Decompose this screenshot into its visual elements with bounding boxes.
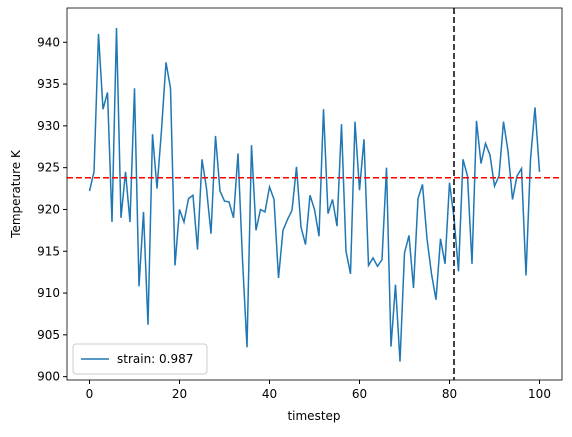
x-tick-label: 40 bbox=[262, 387, 277, 401]
data-line bbox=[88, 28, 541, 362]
y-tick-label: 930 bbox=[37, 119, 60, 133]
x-tick-label: 80 bbox=[442, 387, 457, 401]
legend-box bbox=[72, 343, 208, 375]
y-tick-label: 910 bbox=[37, 286, 60, 300]
y-tick-label: 935 bbox=[37, 77, 60, 91]
x-tick-label: 60 bbox=[352, 387, 367, 401]
y-tick-label: 905 bbox=[37, 328, 60, 342]
plot-frame bbox=[66, 7, 563, 381]
x-axis-label: timestep bbox=[287, 409, 340, 423]
x-tick-label: 100 bbox=[528, 387, 551, 401]
y-axis-label: Temperature K bbox=[9, 149, 23, 239]
y-tick-label: 900 bbox=[37, 370, 60, 384]
y-tick-label: 925 bbox=[37, 161, 60, 175]
y-tick-label: 915 bbox=[37, 244, 60, 258]
x-tick-label: 0 bbox=[86, 387, 94, 401]
y-tick-label: 920 bbox=[37, 202, 60, 216]
legend-label: strain: 0.987 bbox=[117, 352, 193, 366]
y-tick-label: 940 bbox=[37, 35, 60, 49]
x-tick-label: 20 bbox=[172, 387, 187, 401]
